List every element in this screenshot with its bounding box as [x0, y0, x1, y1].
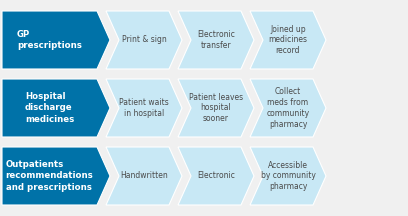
Text: Print & sign: Print & sign [122, 35, 166, 44]
Polygon shape [178, 147, 254, 205]
Text: Outpatients
recommendations
and prescriptions: Outpatients recommendations and prescrip… [6, 160, 93, 192]
Polygon shape [2, 79, 110, 137]
Text: Patient waits
in hospital: Patient waits in hospital [119, 98, 169, 118]
Text: Collect
meds from
community
pharmacy: Collect meds from community pharmacy [266, 87, 310, 129]
Polygon shape [250, 79, 326, 137]
Polygon shape [250, 147, 326, 205]
Polygon shape [106, 147, 182, 205]
Polygon shape [178, 11, 254, 69]
Polygon shape [178, 79, 254, 137]
Text: Electronic: Electronic [197, 172, 235, 181]
Text: Patient leaves
hospital
sooner: Patient leaves hospital sooner [189, 93, 243, 123]
Text: Electronic
transfer: Electronic transfer [197, 30, 235, 50]
Polygon shape [106, 79, 182, 137]
Polygon shape [250, 11, 326, 69]
Polygon shape [2, 147, 110, 205]
Polygon shape [2, 11, 110, 69]
Text: Handwritten: Handwritten [120, 172, 168, 181]
Text: GP
prescriptions: GP prescriptions [17, 30, 82, 50]
Text: Accessible
by community
pharmacy: Accessible by community pharmacy [261, 161, 315, 191]
Polygon shape [106, 11, 182, 69]
Text: Joined up
medicines
record: Joined up medicines record [268, 25, 308, 55]
Text: Hospital
discharge
medicines: Hospital discharge medicines [25, 92, 74, 124]
